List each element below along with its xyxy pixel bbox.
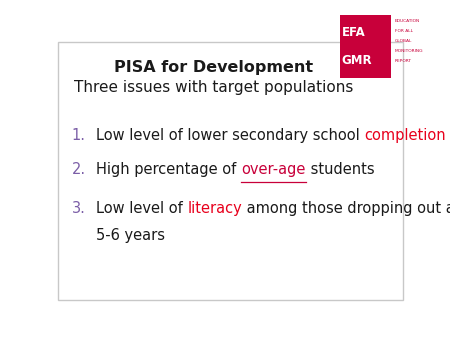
Text: GLOBAL: GLOBAL [395, 40, 412, 44]
Text: Low level of: Low level of [96, 201, 188, 216]
Text: among those dropping out after: among those dropping out after [243, 201, 450, 216]
Text: 5-6 years: 5-6 years [96, 228, 165, 243]
Text: rates: rates [446, 128, 450, 143]
FancyBboxPatch shape [340, 15, 391, 78]
Text: EFA: EFA [342, 26, 365, 39]
Text: PISA for Development: PISA for Development [113, 61, 313, 75]
Text: 1.: 1. [72, 128, 86, 143]
Text: Three issues with target populations: Three issues with target populations [73, 80, 353, 95]
Text: FOR ALL: FOR ALL [395, 29, 413, 33]
Text: High percentage of: High percentage of [96, 162, 241, 177]
Text: EDUCATION: EDUCATION [395, 20, 420, 23]
Text: MONITORING: MONITORING [395, 49, 423, 53]
Text: over-age: over-age [241, 162, 306, 177]
Text: students: students [306, 162, 374, 177]
Text: 2.: 2. [72, 162, 86, 177]
Text: 3.: 3. [72, 201, 86, 216]
Text: literacy: literacy [188, 201, 243, 216]
Text: REPORT: REPORT [395, 59, 412, 64]
Text: Low level of lower secondary school: Low level of lower secondary school [96, 128, 365, 143]
Text: completion: completion [365, 128, 446, 143]
Text: GMR: GMR [342, 54, 372, 67]
